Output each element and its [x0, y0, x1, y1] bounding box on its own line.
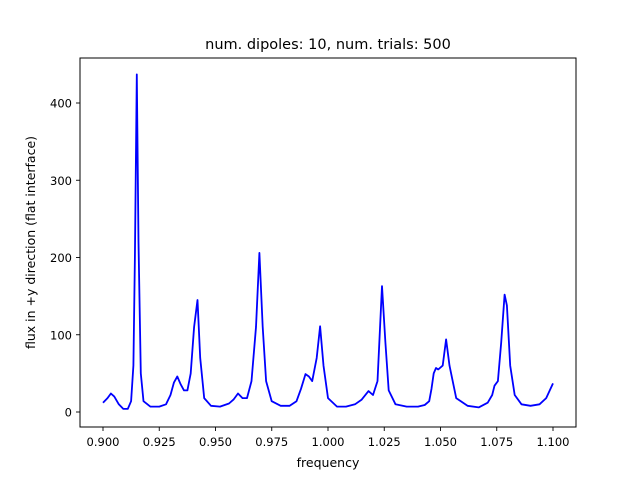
x-tick-label: 1.050 — [424, 435, 457, 449]
x-tick-label: 1.075 — [480, 435, 513, 449]
y-tick-label: 400 — [50, 97, 72, 111]
y-axis-ticks: 0 100 200 300 400 — [50, 97, 80, 420]
y-tick-label: 300 — [50, 174, 72, 188]
plot-area — [102, 73, 554, 410]
y-axis-label: flux in +y direction (flat interface) — [23, 136, 38, 349]
y-tick-label: 200 — [50, 251, 72, 265]
series-line-flux — [102, 73, 554, 410]
x-axis-ticks: 0.900 0.925 0.950 0.975 1.000 1.025 1.050 1.075… — [87, 427, 570, 449]
x-tick-label: 0.950 — [199, 435, 232, 449]
x-tick-label: 1.100 — [537, 435, 570, 449]
x-axis-label: frequency — [297, 455, 360, 470]
y-tick-label: 100 — [50, 328, 72, 342]
chart-title: num. dipoles: 10, num. trials: 500 — [205, 37, 451, 53]
x-tick-label: 0.900 — [87, 435, 120, 449]
x-tick-label: 1.000 — [312, 435, 345, 449]
x-tick-label: 0.925 — [143, 435, 176, 449]
y-tick-label: 0 — [65, 406, 72, 420]
x-tick-label: 1.025 — [368, 435, 401, 449]
x-tick-label: 0.975 — [255, 435, 288, 449]
